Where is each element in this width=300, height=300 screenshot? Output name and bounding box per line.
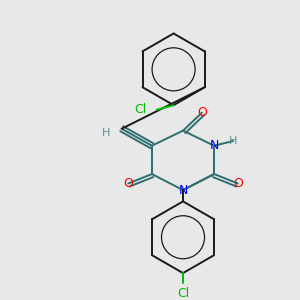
Text: O: O: [197, 106, 207, 119]
Text: O: O: [123, 177, 133, 190]
Text: Cl: Cl: [134, 103, 147, 116]
Text: H: H: [101, 128, 110, 139]
Text: N: N: [209, 139, 219, 152]
Text: H: H: [229, 136, 237, 146]
Text: Cl: Cl: [177, 287, 189, 300]
Text: N: N: [178, 184, 188, 196]
Text: O: O: [233, 177, 243, 190]
